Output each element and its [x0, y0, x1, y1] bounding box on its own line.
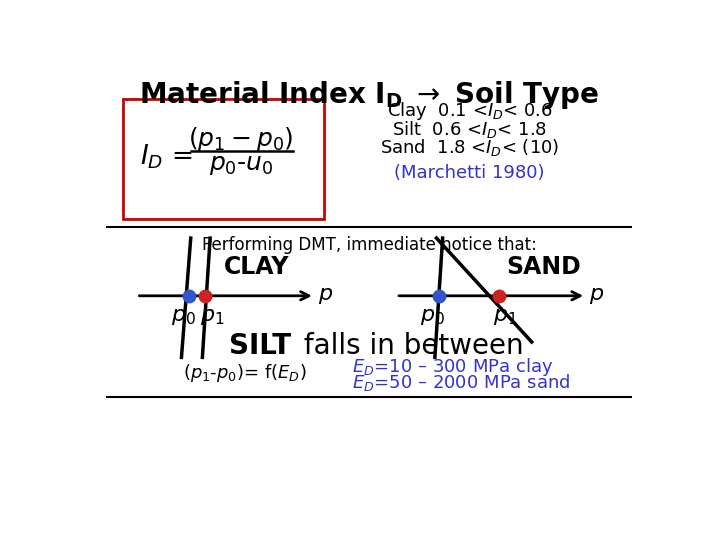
Text: $(p_1$-$p_0)$= f($E_D$): $(p_1$-$p_0)$= f($E_D$)	[183, 362, 314, 384]
Text: $E_D$=50 – 2000 MPa sand: $E_D$=50 – 2000 MPa sand	[352, 372, 570, 393]
Text: $p_1$: $p_1$	[493, 307, 518, 327]
Text: $p_1$: $p_1$	[200, 307, 225, 327]
Bar	[122, 99, 324, 219]
Text: Sand  1.8 <$I_D$< (10): Sand 1.8 <$I_D$< (10)	[380, 138, 559, 158]
Text: $I_D$ =: $I_D$ =	[140, 143, 193, 172]
Text: (Marchetti 1980): (Marchetti 1980)	[395, 164, 545, 181]
Text: CLAY: CLAY	[224, 254, 289, 279]
Text: Material Index $\mathbf{I_D}\ \rightarrow\ $Soil Type: Material Index $\mathbf{I_D}\ \rightarro…	[139, 79, 599, 111]
Text: $(p_1 - p_0)$: $(p_1 - p_0)$	[189, 125, 294, 153]
Text: Performing DMT, immediate notice that:: Performing DMT, immediate notice that:	[202, 236, 536, 254]
Text: falls in between: falls in between	[294, 332, 523, 360]
Text: $p_0$: $p_0$	[420, 307, 445, 327]
Text: Clay  0.1 <$I_D$< 0.6: Clay 0.1 <$I_D$< 0.6	[387, 100, 553, 122]
Text: Silt  0.6 <$I_D$< 1.8: Silt 0.6 <$I_D$< 1.8	[392, 119, 547, 140]
Text: SILT: SILT	[230, 332, 292, 360]
Text: $E_D$=10 – 300 MPa clay: $E_D$=10 – 300 MPa clay	[352, 356, 553, 377]
Text: $p_0$: $p_0$	[171, 307, 195, 327]
Text: $p$: $p$	[589, 286, 604, 306]
Text: $p_0$-$u_0$: $p_0$-$u_0$	[209, 153, 274, 177]
Text: SAND: SAND	[506, 254, 581, 279]
Text: $p$: $p$	[318, 286, 333, 306]
